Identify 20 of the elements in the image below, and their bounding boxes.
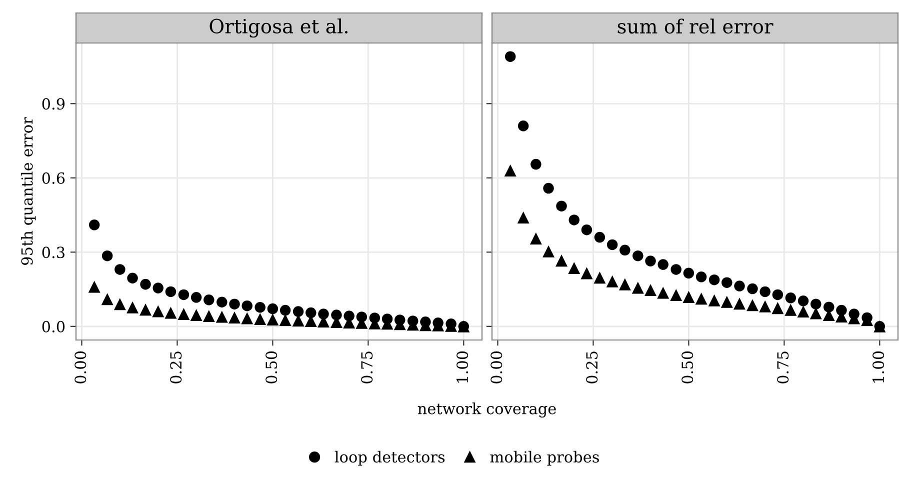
y-axis-title: 95th quantile error bbox=[20, 117, 36, 265]
chart-title: Ortigosa et al. bbox=[210, 18, 348, 38]
y-tick-label: 0.9 bbox=[42, 98, 65, 110]
chart-title: sum of rel error bbox=[618, 18, 774, 34]
x-tick-label: 0.00 bbox=[74, 351, 86, 384]
x-tick-label: 0.50 bbox=[266, 351, 278, 384]
x-tick-label: 0.75 bbox=[777, 352, 789, 384]
x-axis-title: network coverage bbox=[418, 402, 556, 418]
y-tick-label: 0.0 bbox=[42, 320, 65, 332]
y-tick-label: 0.6 bbox=[42, 172, 65, 184]
x-tick-label: 0.25 bbox=[170, 352, 182, 384]
legend-label: mobile probes bbox=[490, 450, 599, 466]
x-tick-label: 0.75 bbox=[361, 352, 373, 384]
x-tick-label: 1.00 bbox=[872, 351, 884, 383]
legend-label: loop detectors bbox=[334, 450, 445, 466]
x-tick-label: 1.00 bbox=[456, 351, 468, 383]
x-tick-label: 0.00 bbox=[490, 351, 502, 384]
x-tick-label: 0.25 bbox=[586, 352, 598, 384]
x-tick-label: 0.50 bbox=[682, 351, 694, 384]
y-tick-label: 0.3 bbox=[42, 246, 64, 258]
